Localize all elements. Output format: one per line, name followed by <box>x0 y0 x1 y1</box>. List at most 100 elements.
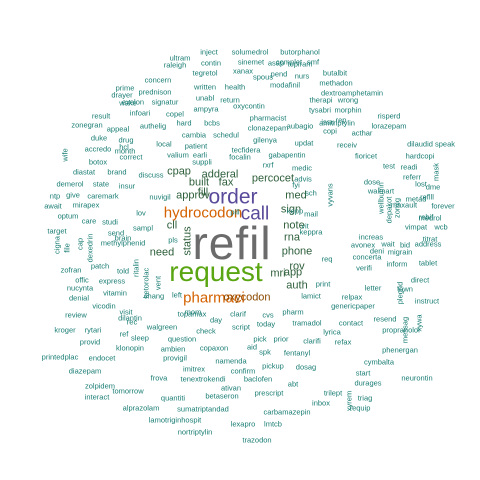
word-test: test <box>382 161 396 171</box>
word-dilaudid: dilaudid <box>407 139 433 149</box>
word-lexapro: lexapro <box>230 419 256 429</box>
word-copi: copi <box>323 126 337 136</box>
word-written: written <box>193 82 217 92</box>
word-zolpidem: zolpidem <box>84 381 116 391</box>
word-increas: increas <box>358 232 384 242</box>
word-wake: wake <box>119 98 137 108</box>
word-zofran: zofran <box>60 265 82 275</box>
word-sch: sch <box>305 188 317 198</box>
word-schedul: schedul <box>213 130 239 140</box>
word-nucynta: nucynta <box>66 283 94 293</box>
word-copel: copel <box>166 109 184 119</box>
word-pickup: pickup <box>262 361 284 371</box>
word-trazodon: trazodon <box>242 435 272 445</box>
word-tecfidera: tecfidera <box>231 145 261 155</box>
word-result: result <box>91 111 111 121</box>
word-kroger: kroger <box>54 325 76 335</box>
word-rna: rna <box>284 231 300 244</box>
word-tablet: tablet <box>418 258 438 268</box>
word-aubagio: aubagio <box>286 121 314 131</box>
word-dose: dose <box>363 177 381 187</box>
word-deni: deni <box>369 246 385 256</box>
word-risperd: risperd <box>377 111 401 121</box>
word-tegretol: tegretol <box>192 68 218 78</box>
word-medrol: medrol <box>418 213 442 223</box>
word-kepp: kepp <box>286 206 304 216</box>
word-letter: letter <box>364 283 382 293</box>
word-fioricet: fioricet <box>354 151 378 161</box>
word-return: return <box>220 95 240 105</box>
word-focalin: focalin <box>229 152 251 162</box>
word-namenda: namenda <box>215 356 247 366</box>
word-mirapex: mirapex <box>72 200 100 210</box>
word-health: health <box>224 82 246 92</box>
word-town: town <box>397 284 413 294</box>
word-authelig: authelig <box>139 121 167 131</box>
word-requip: requip <box>349 403 371 413</box>
word-methadon: methadon <box>319 78 353 88</box>
word-titrat: titrat <box>422 234 438 244</box>
word-mail: mail <box>304 209 318 219</box>
word-req: req <box>321 254 333 264</box>
word-wrong: wrong <box>337 95 359 105</box>
word-fax: fax <box>218 176 234 189</box>
word-file: file <box>62 243 72 253</box>
word-pend: pend <box>270 69 288 79</box>
word-lmtcb: lmtcb <box>264 419 282 429</box>
word-suppli: suppli <box>192 157 212 167</box>
word-pill: pill <box>230 207 240 217</box>
word-ketorolac: ketorolac <box>141 267 151 299</box>
word-pharmaci: pharmaci <box>183 289 245 307</box>
word-tomorrow: tomorrow <box>112 386 144 396</box>
word-call: call <box>240 203 270 225</box>
word-speak: speak <box>434 139 456 149</box>
word-frova: frova <box>150 373 168 383</box>
word-medic: medic <box>291 163 313 173</box>
word-receiv: receiv <box>336 140 358 150</box>
word-messag: messag <box>400 316 410 344</box>
word-prescript: prescript <box>254 388 284 398</box>
word-demerol: demerol <box>56 179 84 189</box>
word-trilept: trilept <box>323 388 343 398</box>
word-durages: durages <box>354 378 382 388</box>
word-studi: studi <box>102 217 118 227</box>
word-nortriptylin: nortriptylin <box>177 427 213 437</box>
word-vent: vent <box>153 275 163 291</box>
word-request: request <box>169 256 263 287</box>
word-review: review <box>65 310 87 320</box>
word-botox: botox <box>88 157 108 167</box>
word-aid: aid <box>246 342 258 352</box>
word-cap: cap <box>75 237 85 251</box>
word-adderal: adderal <box>201 168 239 181</box>
word-prednison: prednison <box>138 87 172 97</box>
word-clonazepam: clonazepam <box>247 123 289 133</box>
word-wcb: wcb <box>434 222 448 232</box>
word-inject: inject <box>200 47 218 57</box>
word-printedplac: printedplac <box>41 352 79 362</box>
word-baclofen: baclofen <box>243 374 273 384</box>
word-hard: hard <box>176 118 192 128</box>
word-cll: cll <box>166 219 178 232</box>
word-sign: sign <box>280 203 302 216</box>
word-cigna: cigna <box>52 236 62 254</box>
word-state: state <box>92 179 110 189</box>
word-target: target <box>47 226 67 236</box>
word-tenextrokendi: tenextrokendi <box>180 374 226 384</box>
word-give: give <box>66 190 80 200</box>
word-drug: drug <box>118 135 134 145</box>
word-fyi: fyi <box>292 180 300 190</box>
word-today: today <box>256 319 276 329</box>
word-instruct: instruct <box>414 296 440 306</box>
word-keppra: keppra <box>299 227 323 237</box>
word-patient: patient <box>184 141 208 151</box>
word-percocet: percocet <box>251 172 295 185</box>
word-confirm: confirm <box>230 366 256 376</box>
word-await: await <box>44 201 62 211</box>
word-cvs: cvs <box>262 310 274 320</box>
word-dexedrin: dexedrin <box>85 233 95 263</box>
word-reflll: reflll <box>420 192 434 202</box>
word-ritalin: ritalin <box>131 259 141 277</box>
word-built: built <box>188 176 210 189</box>
word-appeal: appeal <box>106 124 130 134</box>
word-app: app <box>283 266 303 279</box>
